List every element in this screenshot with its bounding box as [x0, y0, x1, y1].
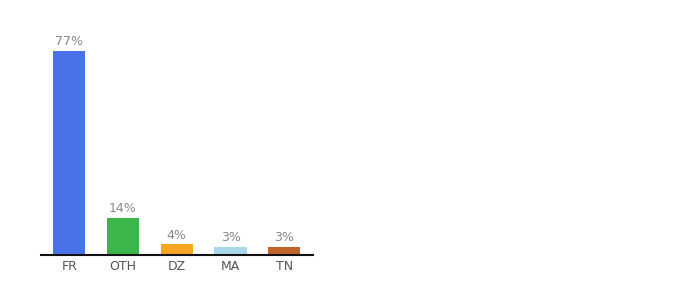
Text: 77%: 77%: [55, 35, 83, 48]
Text: 4%: 4%: [167, 229, 187, 242]
Bar: [268, 247, 301, 255]
Bar: [160, 244, 193, 255]
Text: 3%: 3%: [274, 231, 294, 244]
Bar: [107, 218, 139, 255]
Text: 3%: 3%: [220, 231, 241, 244]
Text: 14%: 14%: [109, 202, 137, 215]
Bar: [53, 51, 86, 255]
Bar: [214, 247, 247, 255]
